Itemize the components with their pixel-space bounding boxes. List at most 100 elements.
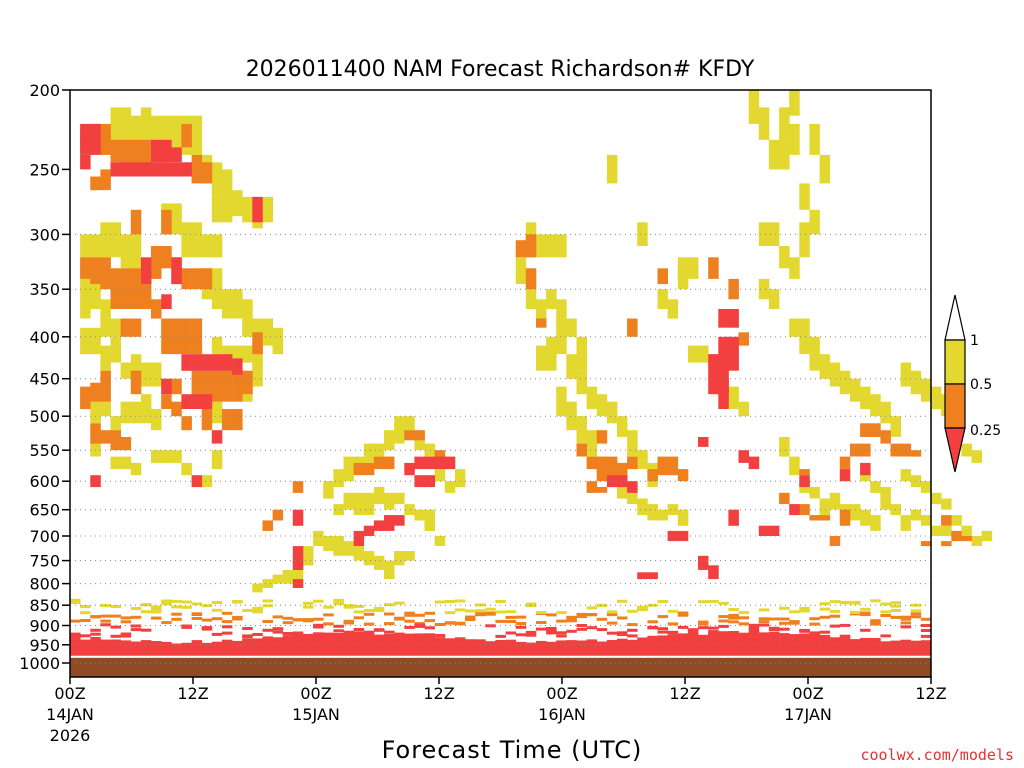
shallow-layer-cell	[900, 625, 912, 629]
boundary-layer-cell	[161, 641, 172, 658]
shallow-layer-cell	[546, 631, 557, 635]
shallow-layer-cell	[140, 610, 152, 614]
shallow-layer-cell	[556, 634, 567, 638]
y-tick-label: 550	[29, 441, 60, 460]
shallow-layer-cell	[262, 604, 273, 608]
shallow-layer-cell	[485, 612, 496, 616]
heatmap-cell	[434, 469, 446, 482]
boundary-layer-cell	[829, 637, 841, 658]
heatmap-cell	[161, 115, 172, 155]
boundary-layer-cell	[900, 639, 912, 658]
heatmap-cell	[758, 525, 770, 536]
shallow-layer-cell	[627, 628, 638, 632]
shallow-layer-cell	[171, 612, 182, 616]
heatmap-cell	[718, 309, 729, 328]
shallow-layer-cell	[130, 607, 142, 610]
heatmap-cell	[120, 401, 132, 424]
heatmap-cell	[110, 318, 121, 337]
heatmap-cell	[161, 246, 172, 269]
heatmap-cell	[161, 450, 172, 463]
heatmap-cell	[789, 90, 800, 116]
heatmap-cell	[900, 515, 912, 531]
shallow-layer-cell	[353, 616, 365, 620]
heatmap-cell	[292, 546, 304, 570]
y-tick-label: 400	[29, 328, 60, 347]
shallow-layer-cell	[70, 598, 81, 602]
heatmap-cell	[90, 257, 101, 285]
shallow-layer-cell	[171, 599, 182, 603]
heatmap-cell	[819, 154, 831, 184]
heatmap-cell	[698, 437, 709, 447]
shallow-layer-cell	[920, 617, 932, 621]
shallow-layer-cell	[444, 611, 456, 615]
shallow-layer-cell	[799, 609, 810, 613]
boundary-layer-cell	[343, 630, 354, 658]
boundary-layer-cell	[738, 633, 749, 658]
heatmap-cell	[900, 469, 912, 482]
shallow-layer-cell	[151, 610, 162, 614]
heatmap-cell	[941, 515, 952, 526]
heatmap-cell	[181, 222, 192, 258]
shallow-layer-cell	[606, 621, 618, 625]
shallow-layer-cell	[373, 628, 385, 632]
shallow-layer-cell	[90, 628, 101, 632]
shallow-layer-cell	[789, 634, 800, 638]
heatmap-cell	[100, 222, 111, 258]
heatmap-cell	[779, 246, 790, 269]
heatmap-cell	[627, 430, 638, 457]
heatmap-cell	[434, 536, 446, 546]
shallow-layer-cell	[171, 605, 182, 609]
shallow-layer-cell	[890, 615, 901, 619]
heatmap-cell	[130, 318, 142, 337]
heatmap-cell	[363, 443, 375, 463]
heatmap-cell	[191, 318, 203, 355]
grid-layer	[70, 233, 931, 664]
y-axis: 200 250 300 350 400 450 500 550 600 650 700 750 800 8…	[19, 81, 70, 673]
shallow-layer-cell	[262, 628, 273, 632]
y-tick-label: 950	[29, 636, 60, 655]
shallow-layer-cell	[860, 613, 871, 617]
ground-fill	[70, 657, 931, 677]
shallow-layer-cell	[353, 628, 365, 631]
heatmap-cell	[809, 515, 820, 521]
shallow-layer-cell	[525, 630, 537, 634]
y-tick-label: 650	[29, 501, 60, 520]
shallow-layer-cell	[667, 622, 679, 626]
shallow-layer-cell	[900, 617, 912, 621]
heatmap-cell	[576, 370, 587, 395]
heatmap-cell	[343, 492, 354, 510]
heatmap-cell	[951, 530, 962, 542]
heatmap-cell	[100, 257, 111, 290]
heatmap-cell	[880, 492, 891, 510]
shallow-layer-cell	[343, 605, 354, 609]
legend-level-label: 0.25	[970, 423, 1001, 439]
shallow-layer-cell	[475, 612, 486, 615]
heatmap-cell	[373, 555, 385, 570]
boundary-layer-cell	[303, 633, 314, 658]
shallow-layer-cell	[657, 600, 668, 603]
shallow-layer-cell	[809, 631, 820, 635]
shallow-layer-cell	[303, 618, 314, 622]
shallow-layer-cell	[860, 607, 871, 611]
x-tick-label: 12Z	[669, 684, 700, 703]
shallow-layer-cell	[313, 599, 324, 603]
heatmap-cell	[414, 509, 425, 521]
heatmap-cell	[637, 572, 648, 580]
boundary-layer-cell	[566, 640, 577, 658]
heatmap-cell	[789, 318, 800, 337]
shallow-layer-cell	[120, 620, 132, 624]
heatmap-cell	[90, 382, 101, 402]
boundary-layer-cell	[657, 635, 668, 658]
boundary-layer-cell	[282, 635, 294, 658]
heatmap-cell	[282, 570, 294, 584]
shallow-layer-cell	[232, 617, 243, 621]
shallow-layer-cell	[495, 634, 506, 638]
heatmap-cell	[687, 257, 699, 279]
heatmap-cell	[272, 509, 284, 521]
heatmap-cell	[667, 456, 679, 476]
shallow-layer-cell	[617, 599, 628, 603]
heatmap-cell	[799, 222, 810, 258]
heatmap-cell	[606, 456, 618, 482]
heatmap-cell	[404, 551, 415, 561]
shallow-layer-cell	[171, 617, 182, 621]
